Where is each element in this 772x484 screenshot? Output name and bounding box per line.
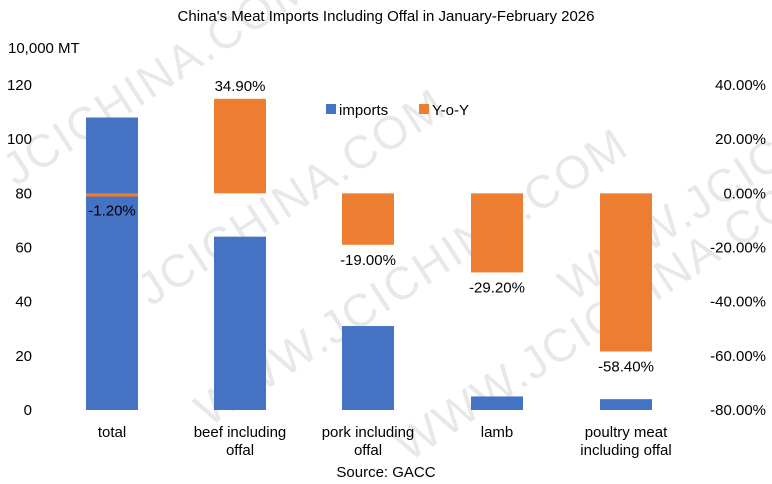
bar-imports <box>471 396 523 410</box>
y-left-tick-label: 40 <box>15 294 32 311</box>
x-category-label: lamb <box>481 424 514 441</box>
y-right-tick-label: -40.00% <box>710 294 766 311</box>
bar-imports <box>86 117 138 410</box>
y-right-tick-label: -80.00% <box>710 402 766 419</box>
x-category-label-line2: offal <box>354 442 382 459</box>
bar-imports <box>214 236 266 410</box>
y-left-tick-label: 120 <box>7 77 32 94</box>
source-note: Source: GACC <box>336 464 435 481</box>
legend-swatch-yoy <box>419 104 429 114</box>
bar-imports <box>342 326 394 410</box>
x-category-label: beef including <box>194 424 287 441</box>
y-left-tick-label: 80 <box>15 185 32 202</box>
bar-yoy <box>86 193 138 197</box>
watermark-text: JCICHINA.COM <box>0 0 320 195</box>
y-left-tick-label: 0 <box>24 402 32 419</box>
y-right-axis: -80.00% -60.00% -40.00% -20.00% 0.00% 20.00% 4… <box>710 77 766 419</box>
legend: imports Y-o-Y <box>326 102 469 119</box>
data-label-yoy: -58.40% <box>598 359 654 376</box>
y-left-unit-label: 10,000 MT <box>8 40 80 57</box>
y-right-tick-label: 40.00% <box>715 77 766 94</box>
legend-label-yoy: Y-o-Y <box>432 102 469 119</box>
data-label-yoy: -1.20% <box>88 202 136 219</box>
y-left-tick-label: 100 <box>7 131 32 148</box>
data-labels: -1.20% 34.90% -19.00% -29.20% -58.40% <box>88 78 654 376</box>
legend-label-imports: imports <box>339 102 388 119</box>
bar-yoy <box>471 193 523 273</box>
y-left-tick-label: 60 <box>15 240 32 257</box>
y-right-tick-label: -20.00% <box>710 240 766 257</box>
chart-title: China's Meat Imports Including Offal in … <box>178 8 595 25</box>
y-right-tick-label: -60.00% <box>710 348 766 365</box>
data-label-yoy: -19.00% <box>340 252 396 269</box>
x-category-label: poultry meat <box>585 424 668 441</box>
x-category-label-line2: including offal <box>580 442 671 459</box>
bar-yoy <box>214 98 266 194</box>
y-right-tick-label: 0.00% <box>723 185 766 202</box>
y-left-tick-label: 20 <box>15 348 32 365</box>
data-label-yoy: 34.90% <box>215 78 266 95</box>
bar-yoy <box>600 193 652 352</box>
bars-group <box>86 98 652 410</box>
y-right-tick-label: 20.00% <box>715 131 766 148</box>
x-category-label: pork including <box>322 424 415 441</box>
y-left-axis: 0 20 40 60 80 100 120 <box>7 77 32 419</box>
x-category-label-line2: offal <box>226 442 254 459</box>
data-label-yoy: -29.20% <box>469 279 525 296</box>
legend-swatch-imports <box>326 104 336 114</box>
x-category-label: total <box>98 424 126 441</box>
bar-imports <box>600 399 652 410</box>
bar-yoy <box>342 193 394 245</box>
